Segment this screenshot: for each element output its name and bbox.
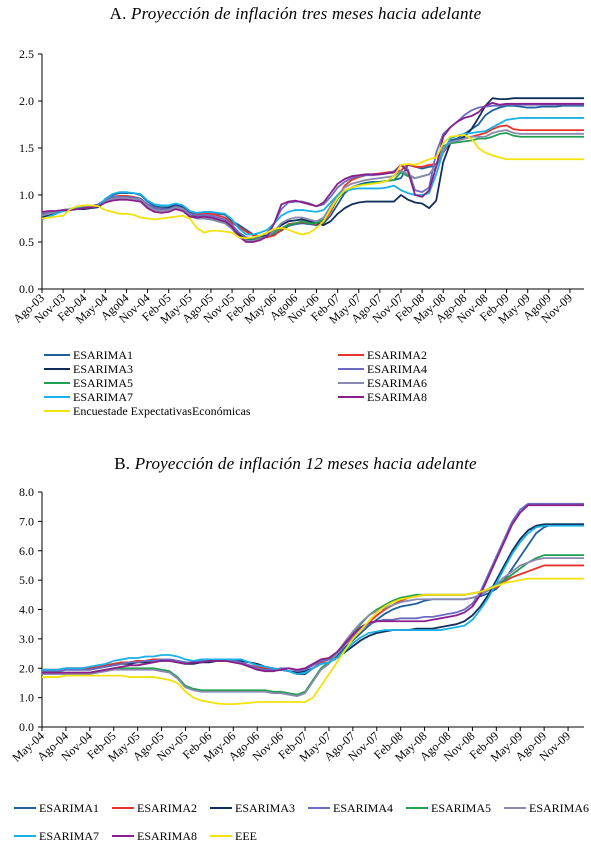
y-tick-label: 8.0 bbox=[19, 485, 34, 499]
series-line-esarima8 bbox=[42, 504, 584, 674]
chart-b-title: B. Proyección de inflación 12 meses haci… bbox=[0, 454, 591, 474]
y-tick-label: 1.0 bbox=[19, 188, 34, 202]
series-line-esarima6 bbox=[41, 129, 584, 242]
legend-label: ESARIMA3 bbox=[235, 801, 295, 815]
y-tick-label: 2.0 bbox=[19, 661, 34, 675]
series-line-eee bbox=[42, 577, 584, 705]
legend-label: ESARIMA4 bbox=[367, 362, 427, 376]
legend-label: ESARIMA1 bbox=[39, 801, 99, 815]
chart-a-title: A. Proyección de inflación tres meses ha… bbox=[0, 4, 591, 24]
series-line-esarima8 bbox=[41, 101, 584, 243]
y-tick-label: 2.5 bbox=[19, 47, 34, 61]
legend-label: ESARIMA7 bbox=[73, 390, 133, 404]
y-tick-label: 0.0 bbox=[19, 282, 34, 296]
series-line-esarima4 bbox=[42, 502, 584, 673]
series-line-esarima7 bbox=[42, 524, 584, 676]
legend-label: ESARIMA1 bbox=[73, 348, 133, 362]
legend-label: ESARIMA2 bbox=[137, 801, 197, 815]
legend-label: ESARIMA6 bbox=[367, 376, 427, 390]
legend-label: Encuestade ExpectativasEconómicas bbox=[73, 404, 251, 418]
chart-b-title-text: Proyección de inflación 12 meses hacia a… bbox=[134, 454, 477, 473]
series-line-esarima5 bbox=[42, 554, 584, 696]
legend-label: ESARIMA3 bbox=[73, 362, 133, 376]
legend-label: ESARIMA2 bbox=[367, 348, 427, 362]
y-tick-label: 5.0 bbox=[19, 573, 34, 587]
chart-a-title-text: Proyección de inflación tres meses hacia… bbox=[131, 4, 482, 23]
series-line-esarima7 bbox=[41, 117, 584, 236]
chart-a-title-prefix: A. bbox=[109, 4, 127, 23]
y-tick-label: 0.0 bbox=[19, 720, 34, 734]
legend-label: ESARIMA5 bbox=[73, 376, 133, 390]
legend-label: ESARIMA5 bbox=[431, 801, 491, 815]
legend-label: EEE bbox=[235, 829, 257, 843]
y-tick-label: 1.0 bbox=[19, 691, 34, 705]
legend-label: ESARIMA7 bbox=[39, 829, 99, 843]
legend-label: ESARIMA4 bbox=[333, 801, 393, 815]
y-tick-label: 0.5 bbox=[19, 235, 34, 249]
y-tick-label: 6.0 bbox=[19, 544, 34, 558]
y-tick-label: 3.0 bbox=[19, 632, 34, 646]
y-tick-label: 7.0 bbox=[19, 514, 34, 528]
chart-a: 0.00.51.01.52.02.5Ago-03Nov-03Feb-04May-… bbox=[10, 47, 584, 418]
series-line-encuestade-expectativasecon-micas bbox=[41, 133, 584, 240]
chart-b-title-prefix: B. bbox=[114, 454, 131, 473]
legend-label: ESARIMA8 bbox=[367, 390, 427, 404]
y-tick-label: 2.0 bbox=[19, 94, 34, 108]
y-tick-label: 1.5 bbox=[19, 141, 34, 155]
y-tick-label: 4.0 bbox=[19, 603, 34, 617]
legend-label: ESARIMA8 bbox=[137, 829, 197, 843]
legend-label: ESARIMA6 bbox=[529, 801, 589, 815]
